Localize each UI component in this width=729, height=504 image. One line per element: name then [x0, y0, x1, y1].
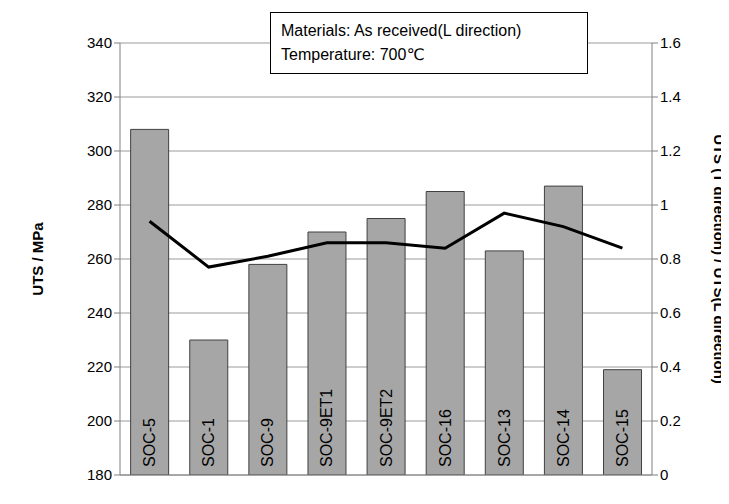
svg-text:320: 320 — [87, 88, 112, 105]
svg-text:220: 220 — [87, 358, 112, 375]
svg-text:1.4: 1.4 — [660, 88, 681, 105]
svg-text:1.2: 1.2 — [660, 142, 681, 159]
svg-text:0.6: 0.6 — [660, 304, 681, 321]
svg-text:SOC-1: SOC-1 — [200, 418, 217, 467]
svg-text:SOC-14: SOC-14 — [555, 409, 572, 467]
svg-text:SOC-15: SOC-15 — [614, 409, 631, 467]
html-text:Materials: As received(L direc: Materials: As received(L direction) — [281, 22, 522, 39]
html-text:Temperature: 700℃: Temperature: 700℃ — [281, 46, 425, 63]
svg-text:SOC-9: SOC-9 — [259, 418, 276, 467]
svg-text:SOC-9ET2: SOC-9ET2 — [378, 389, 395, 467]
svg-text:1: 1 — [660, 196, 668, 213]
svg-text:SOC-5: SOC-5 — [141, 418, 158, 467]
svg-text:0.2: 0.2 — [660, 412, 681, 429]
svg-text:SOC-9ET1: SOC-9ET1 — [318, 389, 335, 467]
svg-text:UTS / MPa: UTS / MPa — [29, 222, 46, 296]
svg-text:0: 0 — [660, 466, 668, 483]
svg-text:300: 300 — [87, 142, 112, 159]
svg-text:1.6: 1.6 — [660, 34, 681, 51]
svg-text:260: 260 — [87, 250, 112, 267]
svg-text:280: 280 — [87, 196, 112, 213]
svg-text:340: 340 — [87, 34, 112, 51]
svg-text:UTS (T direction) / UTS(L dire: UTS (T direction) / UTS(L direction) — [711, 134, 721, 384]
svg-text:240: 240 — [87, 304, 112, 321]
svg-text:SOC-16: SOC-16 — [437, 409, 454, 467]
svg-text:0.8: 0.8 — [660, 250, 681, 267]
svg-text:SOC-13: SOC-13 — [496, 409, 513, 467]
svg-text:180: 180 — [87, 466, 112, 483]
svg-text:200: 200 — [87, 412, 112, 429]
svg-text:0.4: 0.4 — [660, 358, 681, 375]
